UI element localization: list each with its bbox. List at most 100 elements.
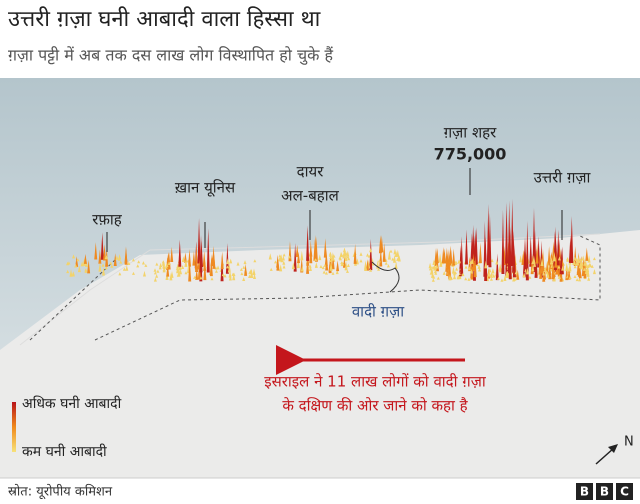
- density-spike: [581, 255, 585, 261]
- density-spike: [382, 242, 386, 262]
- density-spike: [505, 202, 509, 264]
- place-label: दायर: [297, 163, 325, 181]
- density-spike: [489, 273, 493, 278]
- density-spike: [454, 260, 458, 264]
- density-spike: [461, 272, 465, 277]
- density-spike: [550, 259, 554, 265]
- density-spike: [464, 277, 468, 281]
- density-spike: [467, 266, 471, 271]
- density-spike: [98, 262, 102, 272]
- density-spike: [214, 269, 218, 273]
- density-spike: [197, 217, 201, 264]
- density-spike: [428, 262, 432, 269]
- subtitle: ग़ज़ा पट्टी में अब तक दस लाख लोग विस्थाप…: [8, 46, 334, 66]
- density-spike: [525, 267, 529, 275]
- density-spike: [432, 275, 436, 279]
- density-spike: [431, 278, 435, 282]
- density-spike: [153, 277, 157, 282]
- density-spike: [178, 239, 182, 267]
- density-spike: [359, 259, 363, 263]
- density-spike: [339, 251, 343, 258]
- density-spike: [545, 270, 549, 275]
- density-spike: [578, 267, 582, 279]
- density-spike: [484, 260, 488, 269]
- density-spike: [155, 274, 159, 278]
- density-spike: [101, 263, 105, 267]
- density-spike: [210, 277, 214, 281]
- density-spike: [325, 257, 329, 271]
- density-spike: [100, 232, 104, 260]
- density-spike: [199, 240, 203, 268]
- density-spike: [181, 256, 185, 263]
- density-spike: [282, 253, 286, 257]
- density-spike: [491, 268, 495, 274]
- density-spike: [293, 243, 297, 272]
- density-spike: [188, 248, 192, 267]
- place-label: उत्तरी ग़ज़ा: [534, 169, 592, 187]
- density-spike: [592, 268, 596, 275]
- density-spike: [221, 273, 225, 277]
- density-spike: [345, 269, 349, 273]
- density-spike: [457, 259, 461, 264]
- density-spike: [505, 271, 509, 278]
- wadi-label: वादी ग़ज़ा: [352, 303, 405, 321]
- density-spike: [548, 265, 552, 280]
- compass-arrow: [595, 447, 615, 465]
- density-spike: [557, 256, 561, 261]
- density-spike: [159, 262, 163, 268]
- density-spike: [588, 263, 592, 268]
- density-spike: [471, 253, 475, 271]
- title: उत्तरी ग़ज़ा घनी आबादी वाला हिस्सा था: [8, 6, 321, 32]
- density-spike: [227, 265, 231, 273]
- density-spike: [306, 255, 310, 274]
- density-spike: [125, 265, 129, 271]
- place-label: ख़ान यूनिस: [175, 179, 236, 198]
- density-spike: [236, 261, 240, 266]
- density: [66, 198, 596, 282]
- density-spike: [583, 265, 587, 279]
- logo-letter: B: [580, 485, 589, 499]
- density-spike: [166, 263, 170, 277]
- density-spike: [287, 255, 291, 259]
- density-spike: [199, 276, 203, 280]
- density-spike: [582, 267, 586, 271]
- density-spike: [176, 264, 180, 274]
- density-spike: [579, 260, 583, 267]
- density-spike: [452, 248, 456, 266]
- density-spike: [552, 252, 556, 262]
- density-spike: [475, 263, 479, 267]
- density-spike: [104, 266, 108, 270]
- density-spike: [566, 256, 570, 261]
- density-spike: [165, 262, 169, 268]
- density-spike: [243, 260, 247, 265]
- density-spike: [75, 256, 79, 267]
- density-spike: [197, 259, 201, 280]
- density-spike: [309, 240, 313, 264]
- density-spike: [519, 255, 523, 263]
- density-spike: [295, 244, 299, 258]
- density-spike: [568, 275, 572, 280]
- compass: N: [624, 435, 634, 450]
- density-spike: [119, 260, 123, 264]
- logo-letter: B: [600, 485, 609, 499]
- density-spike: [195, 268, 199, 280]
- density-spike: [226, 258, 230, 265]
- density-spike: [220, 251, 224, 270]
- density-spike: [231, 272, 235, 276]
- density-spike: [71, 273, 75, 277]
- density-spike: [66, 261, 70, 266]
- density-spike: [377, 259, 381, 263]
- density-spike: [74, 263, 78, 268]
- density-spike: [470, 257, 474, 264]
- density-spike: [561, 265, 565, 271]
- density-spike: [436, 276, 440, 280]
- density-spike: [543, 267, 547, 272]
- density-spike: [232, 273, 236, 281]
- density-spike: [547, 246, 551, 266]
- legend-bar: [12, 402, 16, 452]
- density-spike: [122, 267, 126, 271]
- density-spike: [576, 264, 580, 276]
- density-spike: [319, 264, 323, 269]
- density-spike: [432, 259, 436, 266]
